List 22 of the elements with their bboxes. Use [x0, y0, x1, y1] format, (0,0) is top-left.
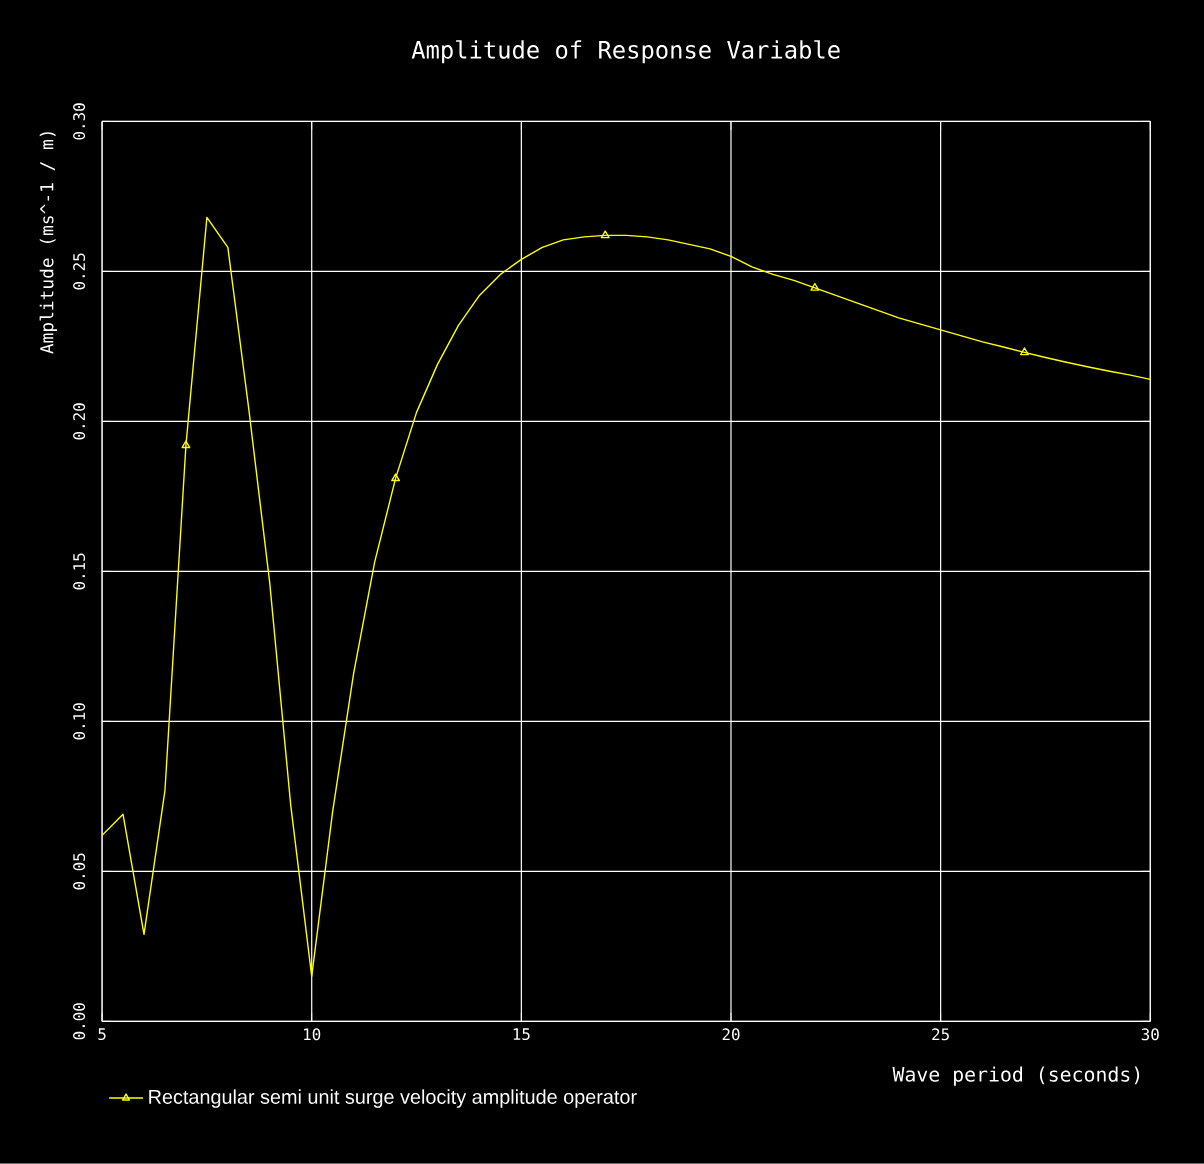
point [181, 440, 191, 449]
chart-title: Amplitude of Response Variable [411, 40, 840, 64]
point [600, 230, 610, 239]
x-tick-label: 20 [722, 1028, 740, 1041]
point [1019, 347, 1029, 356]
y-tick-label: 0.15 [73, 553, 86, 590]
x-tick-label: 5 [98, 1028, 106, 1041]
y-tick-label: 0.20 [73, 403, 86, 440]
y-tick-label: 0.10 [73, 703, 86, 740]
y-axis-title: Amplitude (ms^-1 / m) [39, 132, 57, 354]
x-tick-label: 30 [1141, 1028, 1159, 1041]
y-tick-label: 0.30 [73, 103, 86, 140]
x-axis-title: Wave period (seconds) [892, 1066, 1140, 1086]
y-tick-label: 0.00 [73, 1003, 86, 1040]
point [391, 473, 401, 482]
x-tick-label: 10 [304, 1028, 321, 1041]
x-tick-label: 15 [513, 1028, 530, 1041]
point [810, 282, 820, 291]
y-tick-label: 0.25 [73, 253, 86, 290]
legend-label: Rectangular semi unit surge velocity amplitude operator [149, 1089, 637, 1108]
x-tick-label: 25 [932, 1028, 949, 1041]
y-tick-label: 0.05 [73, 853, 86, 890]
